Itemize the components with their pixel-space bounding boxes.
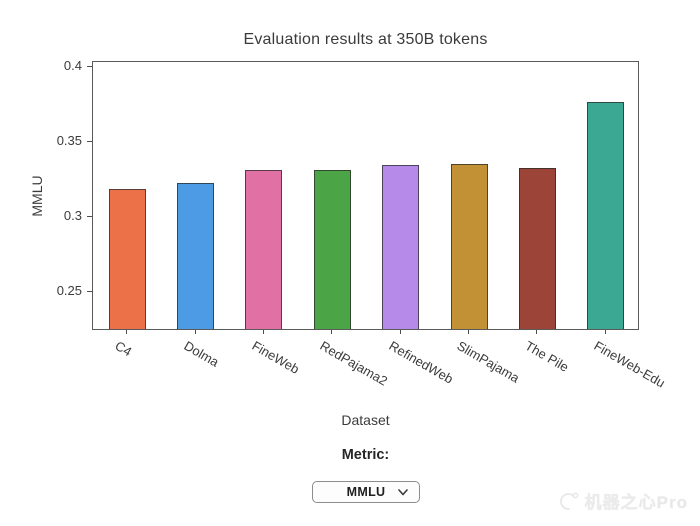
x-tick-mark <box>536 330 538 334</box>
bar-redpajama2 <box>313 169 351 329</box>
x-tick-mark <box>331 330 333 334</box>
x-tick-mark <box>126 330 128 334</box>
x-tick-label: The Pile <box>522 338 572 375</box>
x-axis-label: Dataset <box>341 412 390 428</box>
x-tick-label: RefinedWeb <box>386 338 456 387</box>
chart-title: Evaluation results at 350B tokens <box>243 31 488 48</box>
synced-logo-icon <box>559 492 579 510</box>
watermark-text: 机器之心Pro <box>584 493 688 513</box>
x-tick-label: FineWeb <box>249 338 302 377</box>
metric-select-value: MMLU <box>346 485 386 499</box>
bar-slimpajama <box>450 163 488 329</box>
bar-refinedweb <box>382 165 420 329</box>
y-tick-label: 0.3 <box>63 207 82 223</box>
bar-dolma <box>177 183 215 329</box>
chevron-down-icon <box>398 489 408 496</box>
x-tick-label: C4 <box>112 338 135 360</box>
x-tick-mark <box>194 330 196 334</box>
watermark: 机器之心Pro <box>557 488 688 513</box>
x-tick-label: RedPajama2 <box>317 338 391 389</box>
bar-fineweb <box>245 169 283 329</box>
y-tick-mark <box>87 140 92 142</box>
bar-c4 <box>108 189 146 329</box>
x-tick-mark <box>262 330 264 334</box>
x-tick-label: SlimPajama <box>454 338 523 386</box>
metric-label: Metric: <box>341 447 390 463</box>
bar-fineweb-edu <box>587 102 625 329</box>
y-tick-mark <box>87 65 92 67</box>
x-tick-label: Dolma <box>181 338 222 370</box>
y-tick-label: 0.4 <box>63 57 82 73</box>
y-tick-label: 0.25 <box>56 282 82 298</box>
y-tick-mark <box>87 215 92 217</box>
x-tick-mark <box>399 330 401 334</box>
x-tick-mark <box>604 330 606 334</box>
x-tick-label: FineWeb-Edu <box>591 338 668 391</box>
metric-select[interactable]: MMLU <box>312 481 420 503</box>
y-tick-label: 0.35 <box>56 132 82 148</box>
y-tick-mark <box>87 290 92 292</box>
bar-the-pile <box>518 168 556 329</box>
x-tick-mark <box>468 330 470 334</box>
plot-area <box>92 61 639 330</box>
